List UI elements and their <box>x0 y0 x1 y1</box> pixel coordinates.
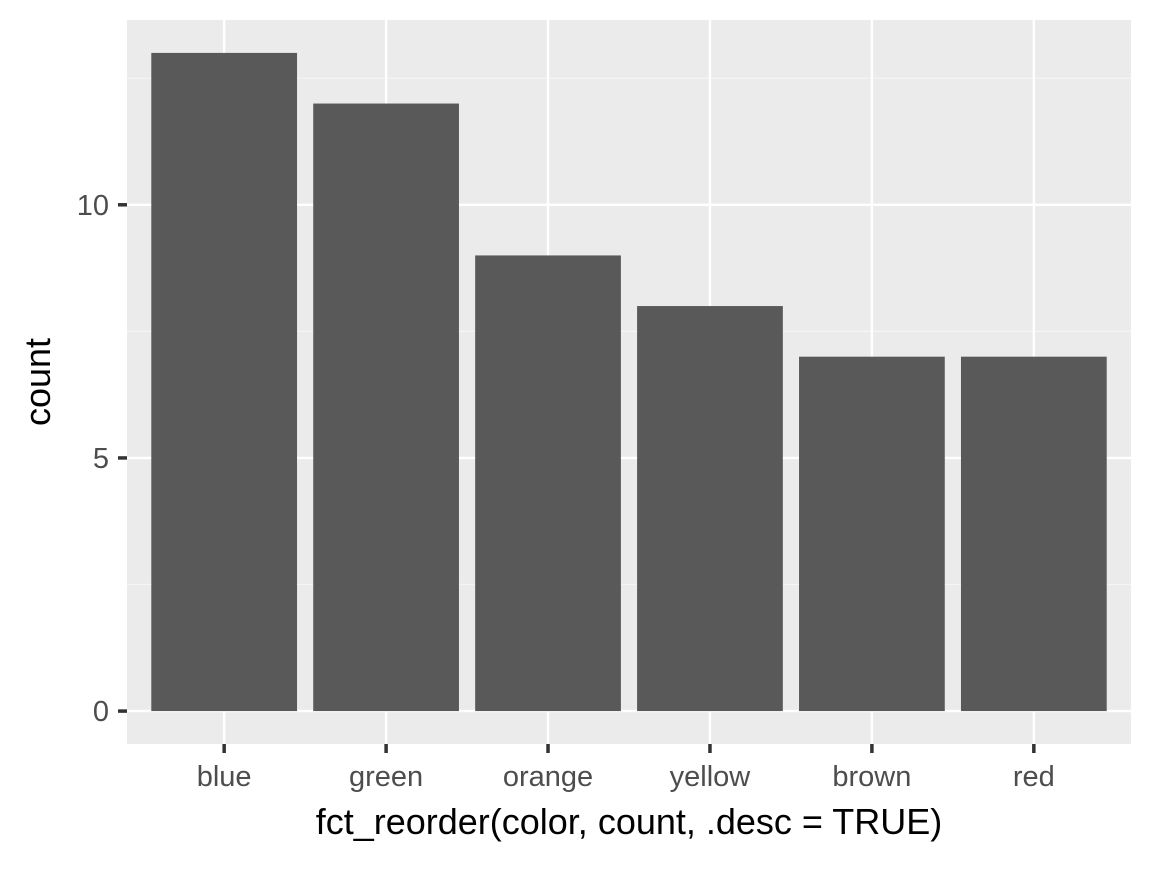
y-tick-label: 0 <box>93 696 109 728</box>
x-tick-label-green: green <box>349 761 423 793</box>
bar-green <box>313 103 459 712</box>
x-axis-title: fct_reorder(color, count, .desc = TRUE) <box>316 801 943 842</box>
bar-orange <box>475 255 621 712</box>
y-axis-title: count <box>17 338 58 426</box>
x-tick-label-yellow: yellow <box>670 761 752 793</box>
y-tick-label: 5 <box>93 443 109 475</box>
x-tick-label-blue: blue <box>197 761 252 793</box>
bar-brown <box>799 356 945 712</box>
y-tick-label: 10 <box>77 190 109 222</box>
x-tick-label-brown: brown <box>832 761 911 793</box>
x-tick-label-red: red <box>1013 761 1055 793</box>
bar-yellow <box>637 306 783 712</box>
bar-red <box>960 356 1107 712</box>
bars <box>151 52 1107 712</box>
bar-blue <box>151 52 298 712</box>
x-axis: blue green orange yellow brown red <box>197 744 1055 793</box>
x-tick-label-orange: orange <box>503 761 593 793</box>
y-axis: 0 5 10 <box>77 190 127 728</box>
